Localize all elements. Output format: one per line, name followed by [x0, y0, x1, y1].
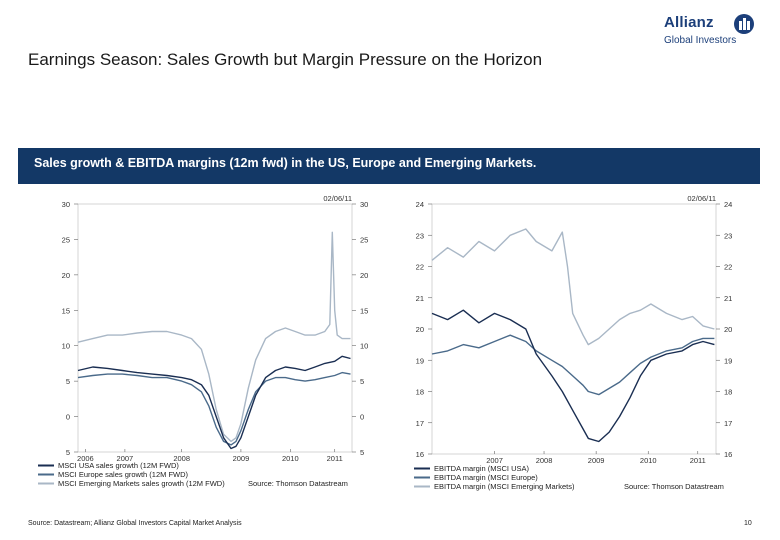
- series-line: [431, 309, 715, 443]
- y-tick-label-right: 0: [360, 413, 364, 422]
- legend-label: MSCI Europe sales growth (12M FWD): [58, 470, 189, 479]
- plot-area: [431, 203, 717, 455]
- x-tick-label: 2011: [327, 454, 343, 463]
- company-logo: Allianz Global Investors: [664, 14, 764, 52]
- series-line: [431, 334, 715, 396]
- y-tick-label-left: 15: [62, 306, 70, 315]
- legend-label: EBITDA margin (MSCI USA): [434, 464, 530, 473]
- x-tick-label: 2006: [77, 454, 94, 463]
- legend-label: MSCI USA sales growth (12M FWD): [58, 461, 179, 470]
- y-tick-label-left: 30: [62, 200, 70, 209]
- y-tick-label-left: 0: [66, 413, 70, 422]
- y-tick-label-right: 10: [360, 342, 368, 351]
- y-tick-label-right: 24: [724, 200, 732, 209]
- x-tick-label: 2009: [588, 456, 605, 465]
- y-tick-label-left: 5: [66, 448, 70, 457]
- x-tick-label: 2007: [486, 456, 503, 465]
- x-tick-label: 2010: [282, 454, 299, 463]
- legend-label: MSCI Emerging Markets sales growth (12M …: [58, 479, 225, 488]
- page-title: Earnings Season: Sales Growth but Margin…: [28, 50, 543, 69]
- y-tick-label-right: 17: [724, 419, 732, 428]
- y-tick-label-right: 20: [360, 271, 368, 280]
- y-tick-label-right: 23: [724, 231, 732, 240]
- y-tick-label-right: 21: [724, 294, 732, 303]
- chart-date-label: 02/06/11: [323, 194, 352, 203]
- y-tick-label-left: 21: [416, 294, 424, 303]
- y-tick-label-right: 5: [360, 377, 364, 386]
- y-tick-label-right: 25: [360, 235, 368, 244]
- y-tick-label-left: 23: [416, 231, 424, 240]
- y-tick-label-left: 24: [416, 200, 424, 209]
- series-line: [77, 371, 351, 446]
- x-tick-label: 2009: [233, 454, 250, 463]
- series-line: [77, 355, 351, 450]
- y-tick-label-left: 16: [416, 450, 424, 459]
- x-tick-label: 2008: [173, 454, 190, 463]
- legend-label: EBITDA margin (MSCI Europe): [434, 473, 538, 482]
- footer-source: Source: Datastream; Allianz Global Inves…: [28, 520, 242, 527]
- logo-subtitle: Global Investors: [664, 35, 737, 46]
- y-tick-label-right: 30: [360, 200, 368, 209]
- allianz-eagle-icon: [734, 14, 754, 34]
- series-line: [77, 231, 351, 443]
- sales-growth-chart: 5 5 0 0 5 5 10 10 15 15 20 20 25 25 30 30 2006 2007 2008 20…: [38, 194, 368, 488]
- page-number: 10: [744, 520, 752, 527]
- y-tick-label-left: 22: [416, 263, 424, 272]
- y-tick-label-left: 19: [416, 356, 424, 365]
- y-tick-label-left: 20: [416, 325, 424, 334]
- chart-source-label: Source: Thomson Datastream: [248, 479, 348, 488]
- y-tick-label-right: 19: [724, 356, 732, 365]
- y-tick-label-right: 5: [360, 448, 364, 457]
- x-tick-label: 2008: [536, 456, 553, 465]
- x-tick-label: 2010: [640, 456, 657, 465]
- y-tick-label-right: 18: [724, 388, 732, 397]
- y-tick-label-right: 20: [724, 325, 732, 334]
- plot-area: [77, 203, 353, 453]
- chart-source-label: Source: Thomson Datastream: [624, 482, 724, 491]
- legend-label: EBITDA margin (MSCI Emerging Markets): [434, 482, 575, 491]
- series-line: [431, 228, 715, 346]
- y-tick-label-left: 25: [62, 235, 70, 244]
- ebitda-margin-chart: 16 16 17 17 18 18 19 19 20 20 21 21 22 22 23 23 24 24 2007…: [414, 194, 732, 491]
- y-tick-label-left: 10: [62, 342, 70, 351]
- y-tick-label-right: 16: [724, 450, 732, 459]
- logo-wordmark: Allianz: [664, 14, 714, 31]
- y-tick-label-left: 17: [416, 419, 424, 428]
- x-tick-label: 2007: [117, 454, 134, 463]
- y-tick-label-left: 18: [416, 388, 424, 397]
- section-banner: Sales growth & EBITDA margins (12m fwd) …: [18, 148, 760, 184]
- y-tick-label-left: 20: [62, 271, 70, 280]
- y-tick-label-left: 5: [66, 377, 70, 386]
- x-tick-label: 2011: [690, 456, 706, 465]
- banner-text: Sales growth & EBITDA margins (12m fwd) …: [34, 156, 537, 170]
- chart-date-label: 02/06/11: [687, 194, 716, 203]
- y-tick-label-right: 15: [360, 306, 368, 315]
- y-tick-label-right: 22: [724, 263, 732, 272]
